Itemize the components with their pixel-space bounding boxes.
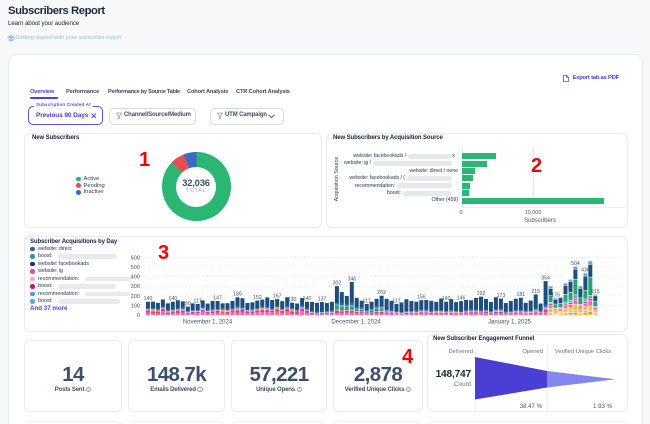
svg-text:January 1, 2025: January 1, 2025	[488, 320, 532, 326]
svg-text:504: 504	[571, 261, 580, 267]
svg-text:152: 152	[253, 295, 262, 301]
svg-text:192: 192	[477, 291, 486, 297]
svg-text:175: 175	[551, 293, 560, 299]
svg-text:600: 600	[131, 255, 140, 261]
svg-text:436: 436	[581, 268, 590, 274]
svg-text:156: 156	[417, 295, 426, 301]
svg-text:167: 167	[273, 294, 282, 300]
svg-text:202: 202	[377, 290, 386, 296]
svg-text:173: 173	[497, 293, 506, 299]
svg-text:302: 302	[333, 281, 342, 287]
svg-text:146: 146	[457, 296, 466, 302]
svg-text:117: 117	[363, 298, 371, 304]
svg-text:215: 215	[531, 289, 540, 295]
svg-text:140: 140	[144, 296, 153, 302]
svg-text:117: 117	[392, 298, 400, 304]
svg-text:130: 130	[288, 297, 297, 303]
svg-text:354: 354	[541, 276, 550, 282]
svg-text:December 1, 2024: December 1, 2024	[331, 320, 381, 326]
svg-text:137: 137	[318, 296, 327, 302]
svg-text:100: 100	[131, 303, 140, 309]
svg-text:90: 90	[185, 301, 191, 307]
svg-text:140: 140	[442, 296, 451, 302]
svg-text:500: 500	[131, 265, 140, 271]
svg-text:346: 346	[347, 276, 356, 282]
svg-text:186: 186	[233, 292, 242, 298]
svg-text:140: 140	[303, 296, 312, 302]
svg-text:November 1, 2024: November 1, 2024	[183, 320, 233, 326]
svg-text:147: 147	[213, 295, 222, 301]
svg-text:215: 215	[591, 289, 600, 295]
svg-text:117: 117	[194, 298, 202, 304]
svg-text:300: 300	[131, 284, 140, 290]
svg-text:200: 200	[131, 294, 140, 300]
svg-text:181: 181	[516, 292, 525, 298]
svg-text:400: 400	[131, 275, 140, 281]
svg-text:140: 140	[168, 296, 177, 302]
svg-text:0: 0	[137, 313, 140, 319]
